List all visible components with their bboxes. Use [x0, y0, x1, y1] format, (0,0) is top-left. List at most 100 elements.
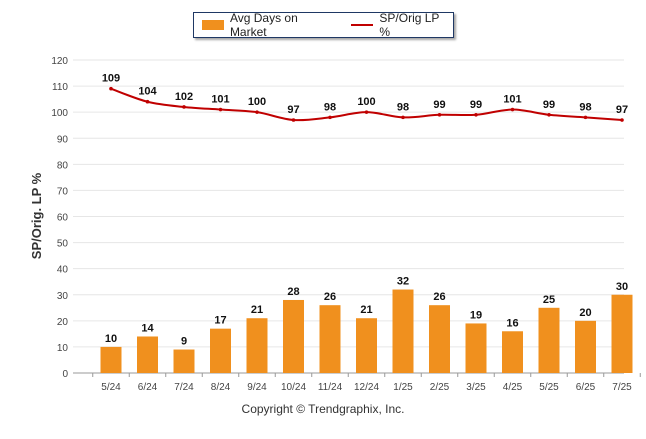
bar-value-label: 21 — [251, 304, 263, 316]
line-point — [583, 115, 588, 120]
bar-value-label: 20 — [579, 307, 591, 319]
x-tick-label: 3/25 — [466, 382, 486, 393]
bar — [356, 318, 377, 373]
line-value-label: 99 — [433, 99, 445, 111]
x-tick-label: 5/24 — [101, 382, 121, 393]
bar — [137, 336, 158, 373]
x-tick-label: 12/24 — [354, 382, 379, 393]
bar-value-label: 32 — [397, 276, 409, 288]
x-tick-label: 2/25 — [430, 382, 450, 393]
y-tick-label: 110 — [52, 82, 68, 93]
line-point — [437, 112, 442, 117]
line-value-label: 98 — [579, 101, 591, 113]
bar — [319, 305, 341, 373]
line-point — [510, 107, 515, 112]
bar-value-label: 25 — [543, 294, 555, 306]
bar — [465, 323, 487, 373]
x-tick-label: 1/25 — [393, 382, 413, 393]
y-tick-label: 0 — [62, 369, 68, 380]
line-point — [547, 112, 551, 117]
line-series — [109, 86, 624, 122]
x-tick-label: 5/25 — [539, 382, 559, 393]
line-point — [328, 115, 332, 120]
line-point — [182, 105, 186, 109]
data-labels: 10 14 9 17 21 28 26 21 32 26 19 16 25 20 30 109 104 102 10… — [102, 73, 628, 348]
line-point — [474, 112, 478, 117]
line-value-label: 97 — [616, 104, 628, 116]
line-value-label: 104 — [138, 86, 157, 98]
line-point — [145, 99, 150, 104]
y-tick-label: 70 — [57, 186, 69, 197]
line-value-label: 109 — [102, 73, 120, 85]
bar — [611, 294, 633, 373]
y-tick-label: 120 — [51, 56, 68, 67]
bar-value-label: 10 — [105, 333, 117, 345]
bar-value-label: 16 — [506, 317, 518, 329]
line-point — [620, 118, 624, 122]
bar-value-label: 28 — [287, 286, 299, 298]
legend-bar-swatch — [202, 20, 224, 30]
line-point — [291, 118, 296, 122]
y-tick-label: 10 — [57, 343, 69, 354]
y-tick-label: 80 — [57, 160, 69, 171]
x-tick-label: 6/24 — [138, 382, 158, 393]
bar-value-label: 19 — [470, 309, 482, 321]
x-tick-label: 7/25 — [612, 382, 632, 393]
y-tick-label: 30 — [57, 291, 69, 302]
line-point — [218, 107, 223, 112]
bar — [100, 346, 122, 373]
y-tick-label: 40 — [57, 265, 69, 276]
legend-item-bar: Avg Days on Market — [194, 11, 337, 39]
bar — [246, 318, 268, 373]
legend-line-swatch — [351, 24, 374, 26]
bar — [173, 349, 195, 373]
legend: Avg Days on Market SP/Orig LP % — [193, 11, 454, 39]
legend-bar-label: Avg Days on Market — [229, 11, 298, 39]
bar — [429, 305, 450, 373]
y-tick-label: 100 — [51, 108, 68, 119]
bar — [538, 307, 560, 373]
x-tick-label: 9/24 — [247, 382, 267, 393]
copyright-text: Copyright © Trendgraphix, Inc. — [241, 402, 405, 416]
bar-value-label: 14 — [141, 322, 154, 334]
bar-series — [100, 289, 633, 373]
bar-value-label: 17 — [214, 315, 226, 327]
legend-line-label: SP/Orig LP % — [379, 11, 440, 39]
line-value-label: 99 — [470, 99, 482, 111]
line-value-label: 98 — [397, 101, 409, 113]
line-value-label: 101 — [211, 94, 229, 106]
line-value-label: 100 — [357, 96, 375, 108]
bar — [392, 289, 414, 373]
line-value-label: 101 — [503, 94, 521, 106]
x-tick-label: 6/25 — [576, 382, 596, 393]
line-value-label: 97 — [287, 104, 299, 116]
line-value-label: 99 — [543, 99, 555, 111]
bar — [283, 299, 304, 373]
x-tick-label: 8/24 — [211, 382, 231, 393]
bar-value-label: 9 — [181, 336, 187, 348]
y-tick-label: 90 — [57, 134, 69, 145]
line-point — [109, 86, 113, 91]
axes: 0 10 20 30 40 50 60 70 80 90 100 110 120 5/24 6/24 7/24… — [51, 56, 641, 393]
y-axis-label: SP/Orig. LP % — [29, 172, 44, 259]
x-tick-label: 4/25 — [503, 382, 523, 393]
bar-value-label: 21 — [360, 304, 372, 316]
line-point — [401, 115, 405, 120]
y-tick-label: 20 — [57, 317, 69, 328]
line-value-label: 100 — [248, 96, 266, 108]
bar — [502, 331, 523, 373]
bar — [210, 328, 231, 373]
y-tick-label: 50 — [57, 239, 69, 250]
bar-value-label: 26 — [433, 291, 445, 303]
legend-item-line: SP/Orig LP % — [337, 11, 453, 39]
bar-value-label: 26 — [324, 291, 336, 303]
x-tick-label: 11/24 — [318, 382, 343, 393]
x-tick-label: 10/24 — [281, 382, 306, 393]
line-point — [255, 110, 259, 114]
line-point — [364, 110, 369, 114]
x-tick-label: 7/24 — [174, 382, 194, 393]
bar — [575, 320, 596, 373]
line-value-label: 98 — [324, 101, 336, 113]
